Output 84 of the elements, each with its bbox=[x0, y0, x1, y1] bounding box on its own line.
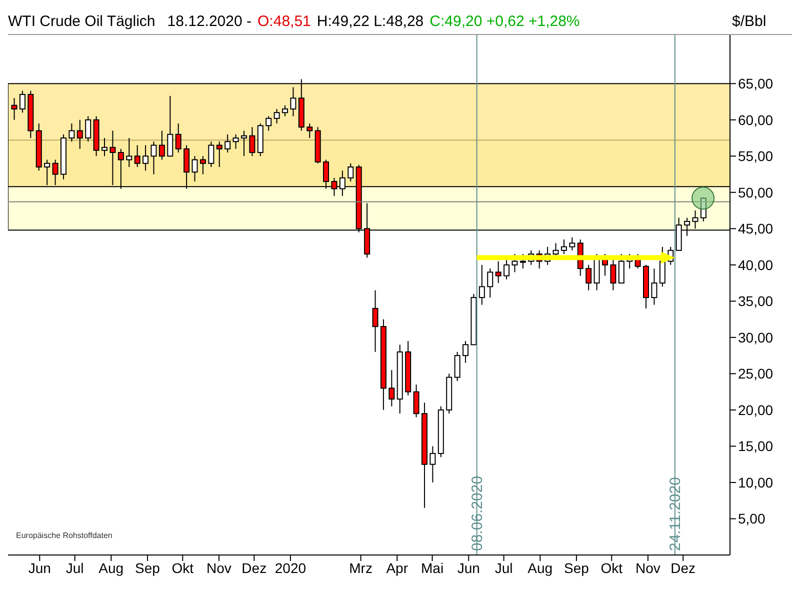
x-tick-label: Dez bbox=[670, 560, 696, 576]
x-tick-label: Aug bbox=[98, 560, 124, 576]
candlestick bbox=[430, 446, 436, 483]
x-tick-label: Okt bbox=[600, 560, 623, 576]
candlestick bbox=[175, 122, 182, 153]
y-tick-label: 40,00 bbox=[738, 256, 774, 273]
candlestick bbox=[224, 134, 231, 153]
candlestick bbox=[610, 257, 616, 291]
candlestick bbox=[200, 156, 206, 175]
x-tick-label: Jun bbox=[28, 560, 51, 576]
x-tick-label: 2020 bbox=[274, 560, 306, 576]
candlestick bbox=[102, 137, 108, 157]
text: O:48,51 bbox=[258, 12, 311, 30]
candlestick bbox=[85, 116, 92, 142]
y-tick-label: 5,00 bbox=[738, 510, 766, 527]
y-tick-label: 55,00 bbox=[738, 148, 774, 164]
candlestick bbox=[454, 351, 460, 382]
y-axis-title: $/Bbl bbox=[732, 12, 766, 30]
x-tick-label: Sep bbox=[564, 560, 590, 576]
chart-title: WTI Crude Oil Täglich bbox=[8, 12, 156, 30]
text: H:49,22 L:48,28 bbox=[316, 12, 424, 30]
y-tick-label: 60,00 bbox=[738, 112, 774, 128]
y-tick-label: 30,00 bbox=[738, 329, 774, 346]
y-tick-label: 10,00 bbox=[738, 474, 774, 490]
y-tick-label: 15,00 bbox=[738, 438, 774, 454]
candlestick bbox=[240, 130, 247, 157]
y-tick-label: 45,00 bbox=[738, 220, 774, 237]
candlestick bbox=[504, 257, 510, 280]
x-tick-label: Okt bbox=[172, 560, 194, 576]
candlestick bbox=[158, 130, 165, 160]
candlestick bbox=[290, 86, 296, 117]
candlestick bbox=[134, 144, 140, 168]
y-tick-label: 50,00 bbox=[738, 184, 774, 200]
candlestick bbox=[495, 260, 502, 284]
candlestick bbox=[651, 268, 658, 306]
candlestick bbox=[76, 119, 83, 150]
y-tick-label: 65,00 bbox=[738, 76, 774, 92]
candlestick bbox=[167, 95, 174, 157]
candlestick bbox=[232, 134, 239, 150]
x-tick-label: Aug bbox=[528, 560, 553, 576]
candlestick bbox=[586, 264, 592, 291]
candlestick bbox=[659, 246, 666, 288]
x-tick-label: Jul bbox=[494, 560, 513, 576]
annotation: Europäische Rohstoffdaten bbox=[16, 531, 112, 540]
text: 18.12.2020 - bbox=[167, 12, 252, 30]
candlestick bbox=[274, 108, 280, 124]
candlestick bbox=[11, 98, 18, 120]
candlestick bbox=[216, 141, 222, 168]
candlestick bbox=[306, 122, 313, 138]
candlestick bbox=[388, 370, 395, 407]
candlestick bbox=[487, 268, 494, 298]
x-tick-label: Sep bbox=[135, 560, 160, 576]
candlestick bbox=[249, 126, 256, 157]
candlestick bbox=[462, 340, 469, 364]
candlestick bbox=[192, 156, 198, 182]
text: C:49,20 +0,62 +1,28% bbox=[430, 12, 580, 30]
candlestick bbox=[560, 239, 567, 255]
y-tick-label: 20,00 bbox=[738, 402, 774, 418]
candlestick bbox=[68, 122, 75, 142]
candlestick bbox=[150, 141, 157, 175]
x-tick-label: Apr bbox=[386, 560, 408, 576]
candlestick bbox=[208, 141, 214, 168]
x-tick-label: Jun bbox=[457, 560, 480, 576]
x-tick-label: Mrz bbox=[349, 560, 372, 576]
ref-line-label: 08.06.2020 bbox=[468, 476, 486, 551]
candlestick bbox=[348, 162, 354, 182]
candlestick bbox=[282, 104, 288, 117]
candlestick bbox=[569, 236, 576, 251]
candlestick bbox=[372, 290, 378, 352]
x-tick-label: Nov bbox=[636, 560, 660, 576]
y-tick-label: 25,00 bbox=[738, 366, 774, 382]
candlestick bbox=[266, 116, 272, 132]
candlestick bbox=[478, 264, 485, 306]
candlestick bbox=[618, 254, 624, 284]
candlestick bbox=[142, 144, 149, 172]
candlestick bbox=[126, 137, 132, 168]
candlestick bbox=[19, 90, 26, 114]
y-tick-label: 35,00 bbox=[738, 293, 774, 310]
x-tick-label: Jul bbox=[66, 560, 84, 576]
candlestick bbox=[413, 384, 420, 418]
ref-line-label: 24.11.2020 bbox=[666, 477, 684, 551]
x-tick-label: Nov bbox=[206, 560, 232, 576]
x-tick-label: Mai bbox=[421, 560, 444, 576]
x-tick-label: Dez bbox=[242, 560, 267, 576]
